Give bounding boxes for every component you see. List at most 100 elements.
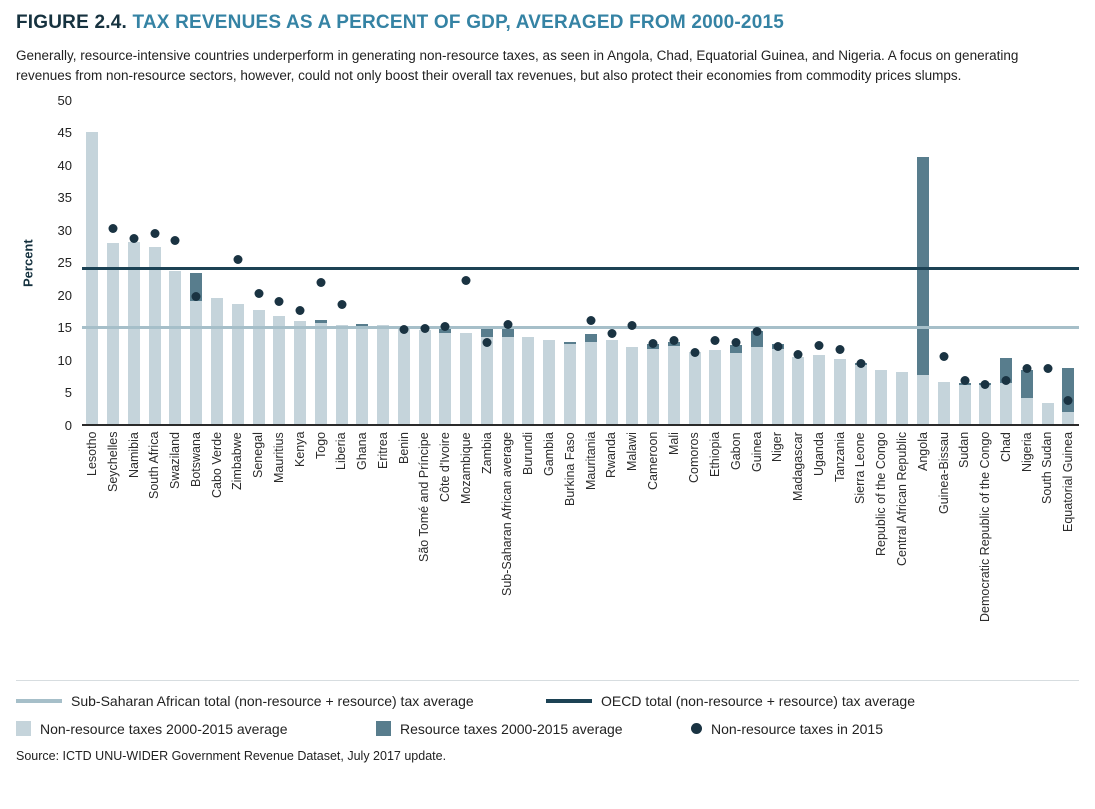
figure-subtitle: Generally, resource-intensive countries … (16, 48, 1019, 84)
bar-slot (767, 101, 788, 424)
x-axis-label: Zambia (479, 431, 494, 474)
bar-stack (501, 327, 514, 424)
x-label-slot: Republic of the Congo (871, 432, 892, 670)
x-label-slot: Togo (310, 432, 331, 670)
legend-row-lines: Sub-Saharan African total (non-resource … (16, 693, 1079, 709)
x-label-slot: Central African Republic (892, 432, 913, 670)
x-label-slot: Burkina Faso (560, 432, 581, 670)
x-axis-label: Central African Republic (894, 431, 909, 566)
x-axis-label: Ethiopia (708, 431, 723, 477)
resource-tax-bar (917, 157, 929, 375)
y-tick-label: 35 (57, 190, 72, 205)
y-tick-label: 40 (57, 157, 72, 173)
nonresource-tax-bar (750, 346, 763, 424)
bar-stack (273, 316, 286, 424)
nonresource-tax-bar (626, 346, 639, 424)
y-tick-label: 15 (57, 320, 72, 335)
bar-stack (958, 382, 971, 424)
nonresource-tax-bar (1020, 398, 1033, 424)
x-label-slot: Guinea (747, 432, 768, 670)
bar-stack (439, 327, 452, 424)
bar-stack (418, 329, 431, 424)
bar-stack (937, 381, 950, 424)
nonresource-2015-dot (440, 322, 450, 332)
legend-item-nonresource-bar: Non-resource taxes 2000-2015 average (16, 721, 376, 737)
bar-stack (750, 331, 763, 424)
x-label-slot: Kenya (290, 432, 311, 670)
x-label-slot: Chad (996, 432, 1017, 670)
x-axis-label: Lesotho (85, 431, 100, 476)
bar-slot (871, 101, 892, 424)
x-axis-label: Angola (915, 431, 930, 471)
bar-slot (933, 101, 954, 424)
bar-slot (726, 101, 747, 424)
x-axis-label: Benin (396, 431, 411, 464)
figure-number: FIGURE 2.4. (16, 12, 127, 33)
nonresource-tax-bar (418, 329, 431, 424)
nonresource-2015-dot (150, 229, 160, 239)
bar-slot (788, 101, 809, 424)
nonresource-tax-bar (314, 323, 327, 424)
x-label-slot: Mali (663, 432, 684, 670)
nonresource-2015-dot (233, 254, 243, 264)
nonresource-tax-bar (231, 303, 244, 424)
bar-stack (148, 246, 161, 424)
y-tick-label: 25 (57, 255, 72, 270)
x-label-slot: South Sudan (1037, 432, 1058, 670)
nonresource-2015-dot (773, 341, 783, 351)
nonresource-2015-dot (710, 336, 720, 346)
bar-slot (830, 101, 851, 424)
bar-slot (850, 101, 871, 424)
x-axis-label: Equatorial Guinea (1061, 431, 1076, 532)
dot-2015-swatch-icon (691, 723, 702, 734)
x-axis-label: Malawi (625, 431, 640, 471)
x-axis-label: Rwanda (604, 431, 619, 478)
legend-label: Non-resource taxes in 2015 (711, 720, 883, 737)
bar-stack (397, 327, 410, 424)
x-label-slot: Senegal (248, 432, 269, 670)
x-label-slot: Rwanda (601, 432, 622, 670)
nonresource-2015-dot (1043, 364, 1053, 374)
nonresource-tax-bar (771, 349, 784, 424)
x-axis-labels: Lesotho Seychelles Namibia South Africa Swaz… (82, 426, 1079, 670)
x-label-slot: Mauritania (580, 432, 601, 670)
y-tick-label: 50 (57, 92, 72, 108)
bar-stack (667, 342, 680, 424)
bar-slot (1016, 101, 1037, 424)
nonresource-tax-bar (958, 385, 971, 424)
x-label-slot: Mauritius (269, 432, 290, 670)
x-axis-label: Uganda (811, 431, 826, 476)
bar-stack (563, 342, 576, 424)
nonresource-tax-bar (584, 341, 597, 424)
x-label-slot: Zimbabwe (227, 432, 248, 670)
bar-stack (896, 371, 909, 424)
x-axis-label: Sub-Saharan African average (500, 431, 515, 596)
x-axis-label: Kenya (292, 431, 307, 467)
x-axis-label: Guinea (749, 431, 764, 472)
legend: Sub-Saharan African total (non-resource … (16, 679, 1079, 737)
x-label-slot: Malawi (622, 432, 643, 670)
nonresource-tax-bar (1041, 402, 1054, 424)
bar-slot (165, 101, 186, 424)
bar-slot (560, 101, 581, 424)
nonresource-tax-bar (917, 374, 929, 424)
nonresource-2015-dot (627, 320, 637, 330)
nonresource-2015-dot (690, 347, 700, 357)
bar-stack (86, 132, 99, 424)
x-axis-label: Ghana (355, 431, 370, 470)
x-axis-label: Gabon (728, 431, 743, 470)
x-label-slot: Guinea-Bissau (933, 432, 954, 670)
x-axis-label: Mauritania (583, 431, 598, 490)
nonresource-tax-bar (813, 355, 826, 424)
nonresource-tax-bar (148, 246, 161, 424)
x-axis-label: Madagascar (791, 431, 806, 501)
oecd-line-swatch-icon (546, 698, 592, 703)
bar-stack (107, 243, 120, 424)
bar-stack (314, 320, 327, 424)
legend-label: Non-resource taxes 2000-2015 average (40, 720, 288, 737)
x-axis-label: Côte d'Ivoire (438, 431, 453, 502)
x-label-slot: Ghana (352, 432, 373, 670)
x-axis-label: Eritrea (375, 431, 390, 469)
nonresource-2015-dot (399, 324, 409, 334)
nonresource-tax-bar (937, 381, 950, 424)
